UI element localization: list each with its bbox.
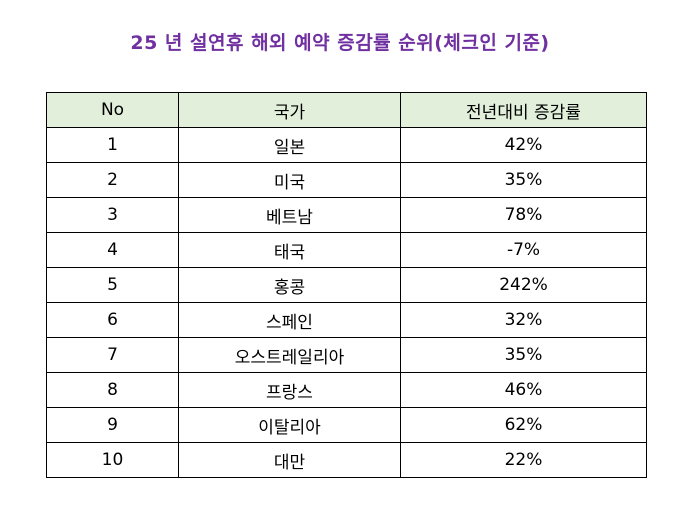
cell-no: 2 bbox=[46, 162, 179, 198]
cell-no: 10 bbox=[46, 442, 179, 478]
cell-no: 6 bbox=[46, 302, 179, 338]
header-country: 국가 bbox=[178, 92, 401, 128]
table-row: 7 오스트레일리아 35% bbox=[46, 337, 647, 373]
table-row: 1 일본 42% bbox=[46, 127, 647, 163]
cell-rate: 242% bbox=[400, 267, 647, 303]
cell-rate: 22% bbox=[400, 442, 647, 478]
table-body: 1 일본 42% 2 미국 35% 3 베트남 78% 4 태국 -7% 5 홍… bbox=[46, 127, 647, 478]
table-row: 5 홍콩 242% bbox=[46, 267, 647, 303]
cell-country: 일본 bbox=[178, 127, 401, 163]
table-row: 4 태국 -7% bbox=[46, 232, 647, 268]
cell-rate: 46% bbox=[400, 372, 647, 408]
table-row: 9 이탈리아 62% bbox=[46, 407, 647, 443]
cell-country: 베트남 bbox=[178, 197, 401, 233]
cell-country: 홍콩 bbox=[178, 267, 401, 303]
cell-no: 4 bbox=[46, 232, 179, 268]
table-row: 3 베트남 78% bbox=[46, 197, 647, 233]
cell-rate: 35% bbox=[400, 337, 647, 373]
table-row: 8 프랑스 46% bbox=[46, 372, 647, 408]
cell-rate: 42% bbox=[400, 127, 647, 163]
cell-rate: 35% bbox=[400, 162, 647, 198]
header-rate: 전년대비 증감률 bbox=[400, 92, 647, 128]
cell-country: 이탈리아 bbox=[178, 407, 401, 443]
cell-rate: -7% bbox=[400, 232, 647, 268]
cell-no: 5 bbox=[46, 267, 179, 303]
table-row: 10 대만 22% bbox=[46, 442, 647, 478]
cell-country: 대만 bbox=[178, 442, 401, 478]
header-no: No bbox=[46, 92, 179, 128]
page-title: 25 년 설연휴 해외 예약 증감률 순위(체크인 기준) bbox=[130, 32, 550, 54]
cell-country: 스페인 bbox=[178, 302, 401, 338]
table-header: No 국가 전년대비 증감률 bbox=[46, 92, 647, 128]
cell-rate: 32% bbox=[400, 302, 647, 338]
cell-country: 태국 bbox=[178, 232, 401, 268]
cell-country: 오스트레일리아 bbox=[178, 337, 401, 373]
table-row: 6 스페인 32% bbox=[46, 302, 647, 338]
cell-no: 7 bbox=[46, 337, 179, 373]
ranking-table: No 국가 전년대비 증감률 1 일본 42% 2 미국 35% 3 베트남 7… bbox=[46, 92, 647, 478]
cell-no: 8 bbox=[46, 372, 179, 408]
cell-country: 프랑스 bbox=[178, 372, 401, 408]
header-row: No 국가 전년대비 증감률 bbox=[46, 92, 647, 128]
cell-rate: 62% bbox=[400, 407, 647, 443]
cell-no: 3 bbox=[46, 197, 179, 233]
cell-no: 9 bbox=[46, 407, 179, 443]
cell-country: 미국 bbox=[178, 162, 401, 198]
cell-rate: 78% bbox=[400, 197, 647, 233]
table-row: 2 미국 35% bbox=[46, 162, 647, 198]
cell-no: 1 bbox=[46, 127, 179, 163]
